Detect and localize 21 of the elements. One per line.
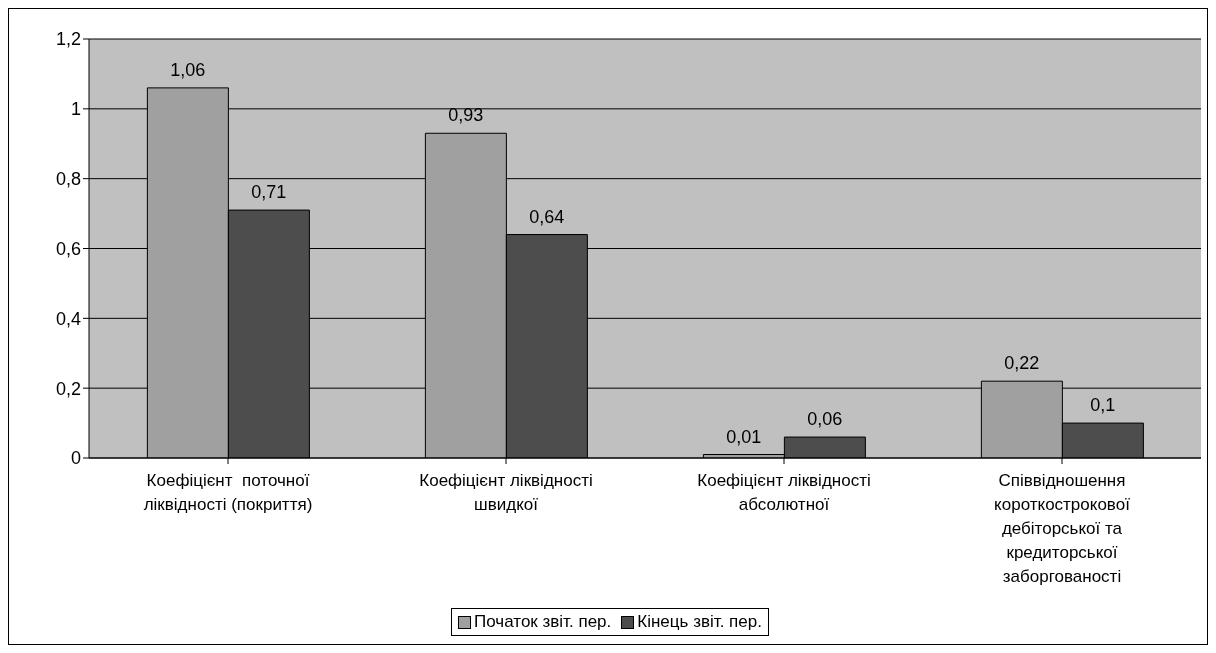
y-tick-label: 1 bbox=[70, 99, 81, 120]
data-label: 0,22 bbox=[1004, 353, 1040, 374]
data-label: 0,71 bbox=[251, 182, 287, 203]
data-label: 0,1 bbox=[1090, 395, 1116, 416]
data-label: 0,93 bbox=[448, 105, 484, 126]
y-tick-label: 1,2 bbox=[55, 29, 81, 50]
data-label: 0,64 bbox=[529, 206, 565, 227]
x-tick-label: Коефіцієнт поточної ліквідності (покриття) bbox=[143, 471, 313, 514]
legend-label: Початок звіт. пер. bbox=[473, 612, 612, 632]
y-tick-label: 0 bbox=[70, 448, 81, 469]
y-tick-label: 0,4 bbox=[55, 308, 81, 329]
x-tick-label: Коефіцієнт ліквідності абсолютної bbox=[697, 471, 871, 514]
data-label: 1,06 bbox=[170, 59, 206, 80]
y-tick-label: 0,8 bbox=[55, 169, 81, 190]
data-label: 0,01 bbox=[726, 426, 762, 447]
y-tick-label: 0,2 bbox=[55, 378, 81, 399]
y-tick-label: 0,6 bbox=[55, 238, 81, 259]
legend-label: Кінець звіт. пер. bbox=[636, 612, 762, 632]
x-tick-label: Співвідношення короткострокової дебіторської та кредиторської заборгованості bbox=[994, 471, 1131, 586]
x-tick-label: Коефіцієнт ліквідності швидкої bbox=[419, 471, 593, 514]
data-label: 0,06 bbox=[807, 409, 843, 430]
